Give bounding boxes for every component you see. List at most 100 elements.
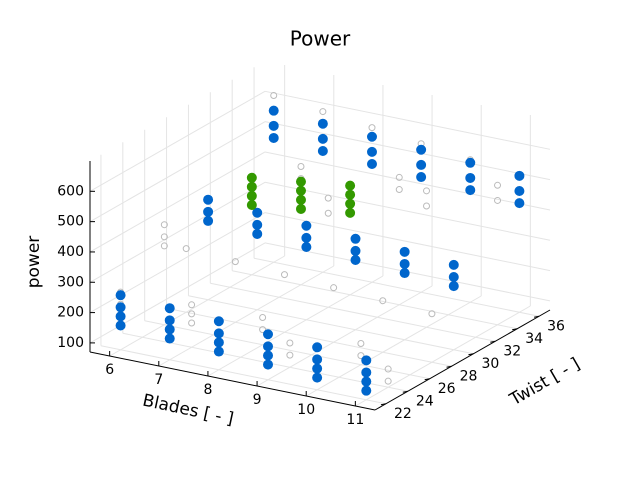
point [317, 118, 328, 129]
point [213, 337, 224, 348]
x-tick-label: 8 [203, 382, 212, 398]
point [345, 189, 356, 200]
point [448, 259, 459, 270]
grid-line [100, 345, 387, 405]
grid-line [158, 265, 335, 367]
point [286, 339, 294, 347]
grid-line [166, 307, 452, 367]
point [324, 209, 332, 217]
point [312, 342, 323, 353]
y-tick [512, 328, 518, 331]
grid-line [89, 181, 266, 283]
point [160, 242, 168, 250]
chart-title: Power [290, 27, 351, 51]
point [465, 185, 476, 196]
point [188, 310, 196, 318]
point [465, 172, 476, 183]
y-axis-label: Twist [ - ] [506, 354, 584, 410]
point [280, 271, 288, 279]
point [384, 365, 392, 373]
point [160, 221, 168, 229]
grid-line [256, 285, 433, 387]
point [115, 302, 126, 313]
point [361, 376, 372, 387]
y-tick-label: 34 [525, 331, 543, 347]
y-tick-label: 22 [394, 406, 412, 422]
point [416, 159, 427, 170]
point [263, 350, 274, 361]
grid-line [305, 295, 482, 397]
point [324, 194, 332, 202]
point [416, 172, 427, 183]
point [188, 301, 196, 309]
grid-line [264, 90, 551, 150]
point [448, 271, 459, 282]
grid-line [89, 90, 266, 192]
point [295, 176, 306, 187]
z-tick-label: 500 [57, 214, 84, 230]
point [295, 203, 306, 214]
y-tick-label: 28 [460, 368, 478, 384]
point [213, 316, 224, 327]
grid-line [210, 282, 496, 342]
z-tick-label: 200 [57, 305, 84, 321]
point [361, 367, 372, 378]
point [164, 333, 175, 344]
point [368, 124, 376, 132]
point [514, 185, 525, 196]
point [268, 132, 279, 143]
z-tick-label: 600 [57, 183, 84, 199]
point [268, 105, 279, 116]
point [345, 207, 356, 218]
point [286, 351, 294, 359]
y-tick-label: 26 [438, 381, 456, 397]
y-tick-label: 32 [503, 343, 521, 359]
point [312, 354, 323, 365]
point [259, 326, 267, 334]
point [295, 185, 306, 196]
point [428, 310, 436, 318]
point [301, 232, 312, 243]
grid-line [89, 151, 266, 253]
point [115, 320, 126, 331]
z-tick-label: 400 [57, 244, 84, 260]
point [295, 194, 306, 205]
point [350, 255, 361, 266]
point [246, 172, 257, 183]
point [246, 190, 257, 201]
point [399, 246, 410, 257]
point [164, 315, 175, 326]
point [357, 352, 365, 360]
point [164, 324, 175, 335]
grid-line [253, 257, 540, 317]
point [115, 311, 126, 322]
point [514, 170, 525, 181]
point [203, 215, 214, 226]
point [268, 120, 279, 131]
point [164, 303, 175, 314]
point [330, 284, 338, 292]
y-tick-label: 24 [416, 393, 434, 409]
point [317, 133, 328, 144]
point [259, 313, 267, 321]
point [345, 180, 356, 191]
grid-line [207, 275, 384, 377]
z-tick-label: 300 [57, 274, 84, 290]
x-tick-label: 6 [105, 362, 114, 378]
x-tick-label: 10 [297, 402, 315, 418]
y-tick [424, 378, 430, 381]
point [263, 341, 274, 352]
grid-line [264, 121, 551, 181]
x-tick-label: 9 [253, 392, 262, 408]
y-tick [533, 315, 540, 318]
y-tick [402, 390, 408, 393]
z-axis-label: power [24, 236, 44, 289]
point [252, 219, 263, 230]
y-tick-label: 30 [481, 356, 499, 372]
point [357, 340, 365, 348]
point [213, 328, 224, 339]
point [366, 131, 377, 142]
y-tick-label: 36 [547, 318, 565, 334]
y-tick [490, 340, 496, 343]
point [188, 319, 196, 327]
